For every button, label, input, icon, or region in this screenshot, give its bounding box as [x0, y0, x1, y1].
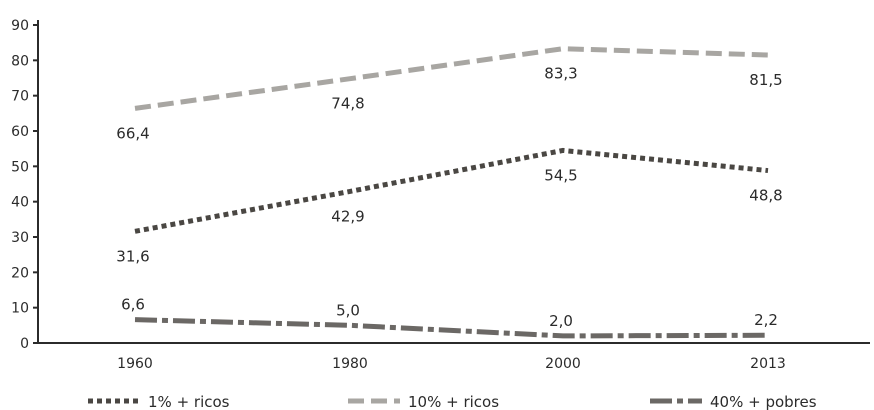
data-label: 74,8	[331, 95, 364, 113]
data-label: 5,0	[336, 301, 360, 319]
y-tick-label: 0	[20, 336, 29, 352]
series-line	[134, 147, 769, 234]
x-tick-label: 2000	[545, 356, 581, 372]
legend-label: 40% + pobres	[710, 393, 817, 410]
y-tick-label: 70	[11, 89, 29, 105]
series-line	[134, 317, 769, 339]
y-tick-label: 50	[11, 159, 29, 175]
series-line	[134, 46, 769, 111]
data-label: 31,6	[116, 247, 149, 265]
y-axis: 0 10 20 30 40 50 60 70 80 90	[11, 18, 39, 352]
y-tick-label: 40	[11, 195, 29, 211]
x-tick-label: 1980	[332, 356, 368, 372]
data-label: 66,4	[116, 124, 149, 142]
data-label: 2,0	[549, 312, 573, 330]
legend: 1% + ricos 10% + ricos 40% + pobres	[88, 393, 817, 410]
y-tick-label: 60	[11, 124, 29, 140]
legend-label: 1% + ricos	[148, 393, 230, 410]
data-label: 54,5	[544, 166, 577, 184]
data-label: 81,5	[749, 71, 782, 89]
data-label: 42,9	[331, 207, 364, 225]
x-axis: 1960 1980 2000 2013	[38, 342, 870, 372]
data-label: 6,6	[121, 296, 145, 314]
y-tick-label: 10	[11, 301, 29, 317]
y-tick-label: 30	[11, 230, 29, 246]
x-tick-label: 2013	[750, 356, 786, 372]
y-tick-label: 20	[11, 265, 29, 281]
series-layer	[134, 46, 769, 339]
x-tick-label: 1960	[117, 356, 153, 372]
data-label: 2,2	[754, 311, 778, 329]
data-labels: 31,6 42,9 54,5 48,8 66,4 74,8 83,3 81,5 6,6 5,0 2,…	[116, 65, 782, 330]
y-tick-label: 80	[11, 53, 29, 69]
y-tick-label: 90	[11, 18, 29, 34]
data-label: 48,8	[749, 187, 782, 205]
data-label: 83,3	[544, 65, 577, 83]
legend-label: 10% + ricos	[408, 393, 499, 410]
